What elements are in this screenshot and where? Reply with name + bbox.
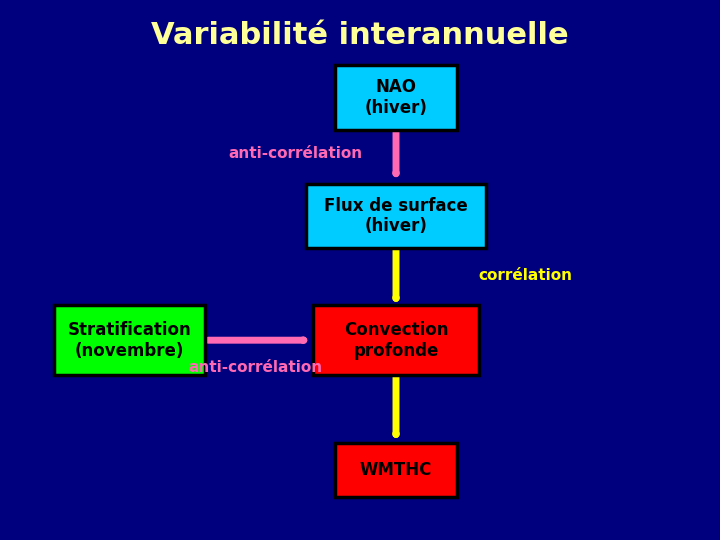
Text: anti-corrélation: anti-corrélation <box>228 146 362 161</box>
FancyBboxPatch shape <box>313 305 479 375</box>
FancyBboxPatch shape <box>335 65 457 130</box>
Text: Variabilité interannuelle: Variabilité interannuelle <box>151 21 569 50</box>
Text: NAO
(hiver): NAO (hiver) <box>364 78 428 117</box>
FancyBboxPatch shape <box>306 184 486 248</box>
Text: WMTHC: WMTHC <box>360 461 432 479</box>
Text: corrélation: corrélation <box>479 268 573 283</box>
FancyBboxPatch shape <box>335 443 457 497</box>
FancyBboxPatch shape <box>54 305 205 375</box>
Text: anti-corrélation: anti-corrélation <box>189 360 323 375</box>
Text: Stratification
(novembre): Stratification (novembre) <box>68 321 192 360</box>
Text: Flux de surface
(hiver): Flux de surface (hiver) <box>324 197 468 235</box>
Text: Convection
profonde: Convection profonde <box>343 321 449 360</box>
